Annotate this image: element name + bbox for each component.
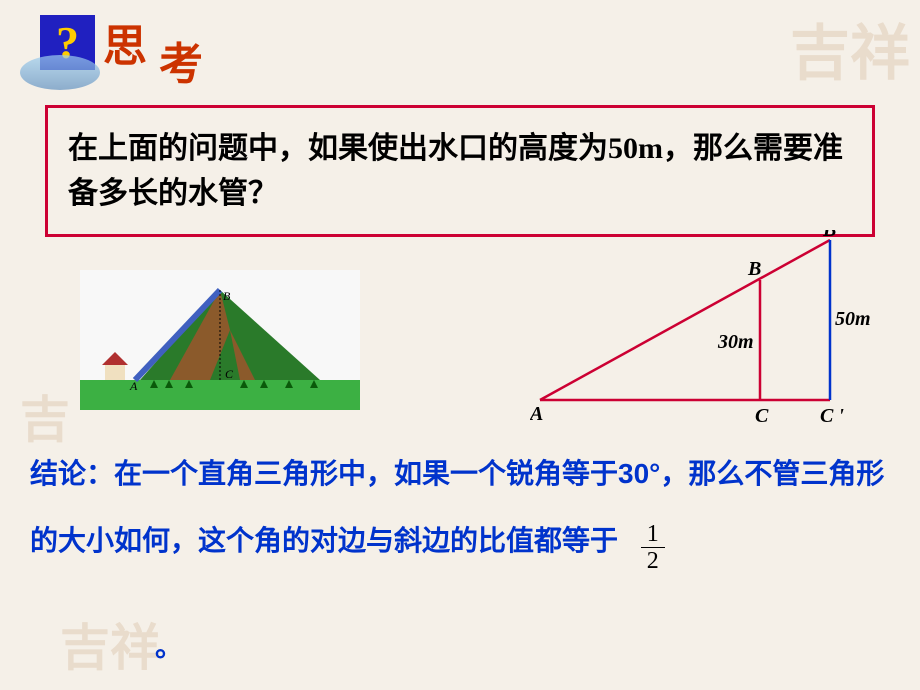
mountain-illustration: A B C <box>80 270 360 410</box>
mountain-label-b: B <box>223 289 231 303</box>
label-bp: B ' <box>822 230 847 241</box>
question-box: 在上面的问题中，如果使出水口的高度为50m，那么需要准备多长的水管？ <box>45 105 875 237</box>
fraction-half: 1 2 <box>641 521 665 575</box>
fraction-denominator: 2 <box>641 548 665 574</box>
mountain-label-a: A <box>129 379 138 393</box>
fraction-numerator: 1 <box>641 521 665 548</box>
label-c: C <box>755 405 769 427</box>
label-b: B <box>747 258 761 280</box>
label-a: A <box>530 403 543 425</box>
conclusion-period: 。 <box>155 625 183 665</box>
watermark-top-right: 吉祥 <box>790 5 910 92</box>
cloud-decoration <box>20 55 100 90</box>
triangle-diagram: A B C B ' C ' 30m 50m <box>530 230 870 430</box>
title-char-2: 考 <box>159 40 215 89</box>
label-50m: 50m <box>835 308 870 330</box>
conclusion-prefix: 结论：在一个直角三角形中，如果一个锐角等于30°，那么不管三角形的大小如何，这个… <box>30 458 884 556</box>
grass-rect <box>80 380 360 410</box>
question-text: 在上面的问题中，如果使出水口的高度为50m，那么需要准备多长的水管？ <box>68 126 852 216</box>
slide-title: 思考 <box>103 10 215 74</box>
title-char-1: 思 <box>103 22 159 71</box>
house-wall <box>105 365 125 380</box>
label-cp: C ' <box>820 405 844 427</box>
line-a-bp <box>540 240 830 400</box>
label-30m: 30m <box>717 331 754 353</box>
mountain-label-c: C <box>225 367 234 381</box>
watermark-bottom-left: 吉祥 <box>60 608 160 680</box>
conclusion-text: 结论：在一个直角三角形中，如果一个锐角等于30°，那么不管三角形的大小如何，这个… <box>30 440 900 574</box>
